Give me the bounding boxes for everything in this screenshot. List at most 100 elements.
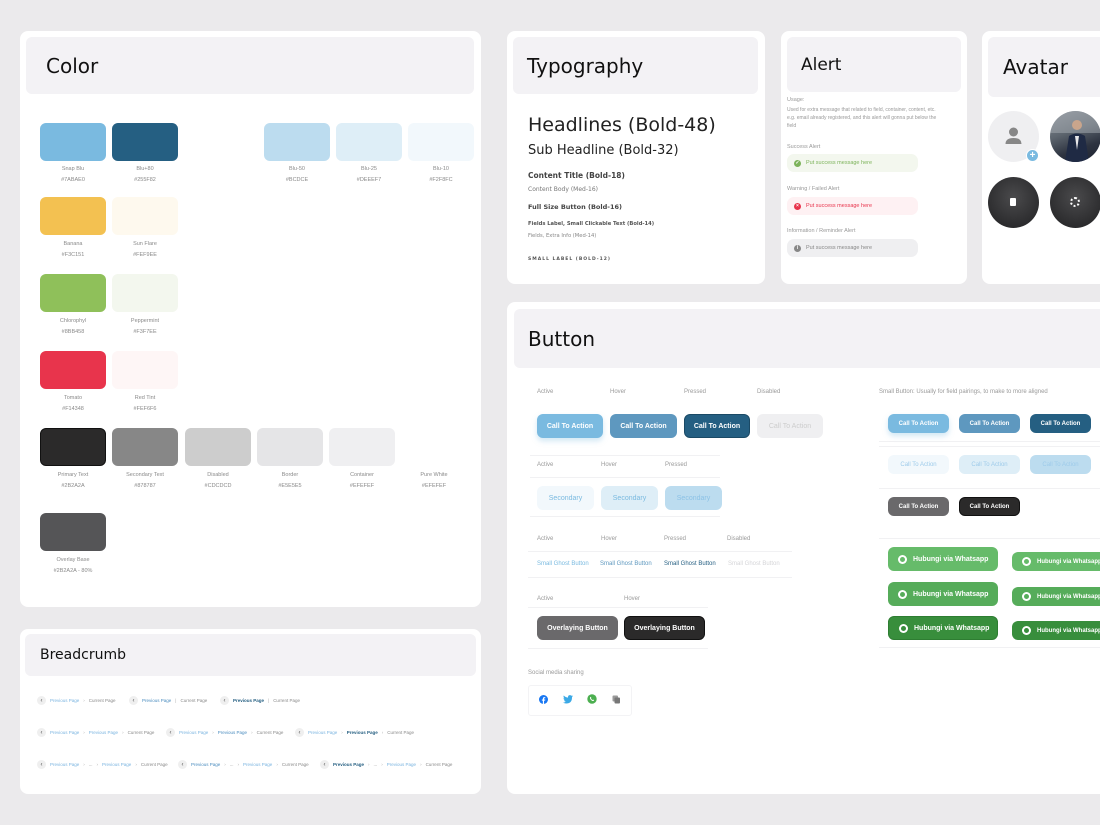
separator-icon: › xyxy=(368,762,370,767)
swatch-hex: #8BB458 xyxy=(61,329,85,335)
small-cta-hover[interactable]: Call To Action xyxy=(959,414,1020,433)
secondary-button-active[interactable]: Secondary xyxy=(537,486,594,510)
separator-icon: › xyxy=(135,762,137,767)
swatch-hex: #F2F8FC xyxy=(429,177,453,183)
state-label: Hover xyxy=(601,536,618,542)
secondary-button-pressed[interactable]: Secondary xyxy=(665,486,722,510)
overlay-button-hover[interactable]: Overlaying Button xyxy=(624,616,705,640)
swatch-hex: #F3C151 xyxy=(61,252,85,258)
small-overlay-hover[interactable]: Call To Action xyxy=(959,497,1020,516)
back-chevron-icon[interactable]: ‹ xyxy=(37,728,46,737)
breadcrumb-previous-link[interactable]: Previous Page xyxy=(50,698,80,703)
swatch-banana xyxy=(40,197,106,235)
swatch-hex: #255F82 xyxy=(134,177,156,183)
swatch-name: Blu-25 xyxy=(361,166,377,172)
back-chevron-icon[interactable]: ‹ xyxy=(129,696,138,705)
small-secondary-pressed[interactable]: Call To Action xyxy=(1030,455,1091,474)
breadcrumb-previous-link[interactable]: Previous Page xyxy=(308,730,338,735)
swatch-hex: #F14348 xyxy=(62,406,84,412)
back-chevron-icon[interactable]: ‹ xyxy=(295,728,304,737)
swatch-name: Sun Flare xyxy=(133,241,157,247)
overlay-button-active[interactable]: Overlaying Button xyxy=(537,616,618,640)
back-chevron-icon[interactable]: ‹ xyxy=(320,760,329,769)
back-chevron-icon[interactable]: ‹ xyxy=(37,760,46,769)
add-avatar-badge[interactable]: + xyxy=(1026,149,1039,162)
breadcrumb-previous-link[interactable]: Previous Page xyxy=(50,762,80,767)
breadcrumb-previous-link[interactable]: Previous Page xyxy=(333,762,365,767)
spinner-icon xyxy=(1070,197,1080,207)
divider xyxy=(879,488,1100,489)
whatsapp-icon xyxy=(898,589,907,599)
breadcrumb-3: ‹ Previous Page | Current Page xyxy=(220,696,300,705)
small-whatsapp-button-hover[interactable]: Hubungi via Whatsapp xyxy=(1012,587,1100,606)
breadcrumb-previous-link[interactable]: Previous Page xyxy=(233,698,265,703)
breadcrumb-previous-link[interactable]: Previous Page xyxy=(217,730,248,735)
trash-icon[interactable] xyxy=(1010,198,1016,206)
state-label: Pressed xyxy=(684,389,707,395)
whatsapp-button-label: Hubungi via Whatsapp xyxy=(1037,558,1100,565)
avatar-delete-overlay[interactable] xyxy=(988,177,1039,228)
swatch-hex: #CDCDCD xyxy=(204,483,232,489)
swatch-blu-50 xyxy=(264,123,330,161)
back-chevron-icon[interactable]: ‹ xyxy=(37,696,46,705)
breadcrumb-previous-link[interactable]: Previous Page xyxy=(102,762,132,767)
swatch-name: Red Tint xyxy=(134,395,156,401)
color-card-header: Color xyxy=(26,37,474,94)
small-overlay-active[interactable]: Call To Action xyxy=(888,497,949,516)
separator-icon: › xyxy=(341,730,343,735)
small-secondary-hover[interactable]: Call To Action xyxy=(959,455,1020,474)
breadcrumb-previous-link[interactable]: Previous Page xyxy=(179,730,209,735)
breadcrumb-previous-link[interactable]: Previous Page xyxy=(88,730,119,735)
swatch-blu-25 xyxy=(336,123,402,161)
twitter-icon[interactable] xyxy=(563,695,573,704)
button-title: Button xyxy=(528,326,595,351)
whatsapp-button-active[interactable]: Hubungi via Whatsapp xyxy=(888,547,998,571)
breadcrumb-ellipsis[interactable]: ... xyxy=(229,762,234,767)
swatch-name: Tomato xyxy=(63,395,83,401)
whatsapp-button-pressed[interactable]: Hubungi via Whatsapp xyxy=(888,616,998,640)
breadcrumb-current: Current Page xyxy=(180,698,208,703)
back-chevron-icon[interactable]: ‹ xyxy=(178,760,187,769)
swatch-blu-80 xyxy=(112,123,178,161)
secondary-button-hover[interactable]: Secondary xyxy=(601,486,658,510)
breadcrumb-previous-link[interactable]: Previous Page xyxy=(346,730,378,735)
ghost-button-pressed[interactable]: Small Ghost Button xyxy=(664,561,716,567)
avatar-photo[interactable] xyxy=(1050,111,1100,162)
breadcrumb-previous-link[interactable]: Previous Page xyxy=(142,698,172,703)
whatsapp-icon[interactable] xyxy=(587,694,597,704)
breadcrumb-ellipsis[interactable]: ... xyxy=(88,762,93,767)
whatsapp-button-label: Hubungi via Whatsapp xyxy=(1037,627,1100,634)
whatsapp-button-label: Hubungi via Whatsapp xyxy=(1037,593,1100,600)
breadcrumb-previous-link[interactable]: Previous Page xyxy=(191,762,221,767)
small-cta-pressed[interactable]: Call To Action xyxy=(1030,414,1091,433)
back-chevron-icon[interactable]: ‹ xyxy=(166,728,175,737)
breadcrumb-ellipsis[interactable]: ... xyxy=(373,762,378,767)
copy-icon[interactable] xyxy=(612,695,621,704)
breadcrumb-previous-link[interactable]: Previous Page xyxy=(386,762,417,767)
cta-button-hover[interactable]: Call To Action xyxy=(610,414,677,438)
swatch-border xyxy=(257,428,323,466)
breadcrumb-previous-link[interactable]: Previous Page xyxy=(243,762,273,767)
swatch-name: Pure White xyxy=(420,472,448,478)
success-alert-label: Success Alert xyxy=(787,144,821,150)
breadcrumb-card: Breadcrumb xyxy=(20,629,481,794)
avatar-placeholder[interactable]: + xyxy=(988,111,1039,162)
separator-icon: › xyxy=(212,730,214,735)
breadcrumb-previous-link[interactable]: Previous Page xyxy=(50,730,80,735)
swatch-name: Overlay Base xyxy=(56,557,90,563)
ghost-button-active[interactable]: Small Ghost Button xyxy=(537,561,589,567)
facebook-icon[interactable] xyxy=(539,695,548,704)
separator-icon: › xyxy=(276,762,278,767)
swatch-name: Chlorophyl xyxy=(59,318,87,324)
cta-button-pressed[interactable]: Call To Action xyxy=(684,414,750,438)
small-whatsapp-button-pressed[interactable]: Hubungi via Whatsapp xyxy=(1012,621,1100,640)
cta-button-active[interactable]: Call To Action xyxy=(537,414,603,438)
small-cta-active[interactable]: Call To Action xyxy=(888,414,949,433)
back-chevron-icon[interactable]: ‹ xyxy=(220,696,229,705)
divider xyxy=(528,551,792,552)
small-whatsapp-button-active[interactable]: Hubungi via Whatsapp xyxy=(1012,552,1100,571)
whatsapp-button-hover[interactable]: Hubungi via Whatsapp xyxy=(888,582,998,606)
small-secondary-active[interactable]: Call To Action xyxy=(888,455,949,474)
state-label: Pressed xyxy=(665,462,688,468)
ghost-button-hover[interactable]: Small Ghost Button xyxy=(600,561,652,567)
